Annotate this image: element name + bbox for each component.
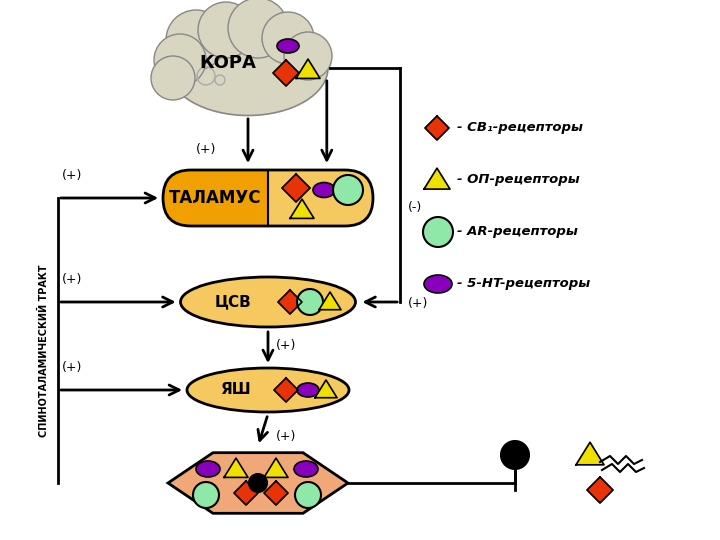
- Ellipse shape: [168, 21, 328, 116]
- Polygon shape: [296, 59, 320, 78]
- Ellipse shape: [187, 368, 349, 412]
- Circle shape: [151, 56, 195, 100]
- Ellipse shape: [181, 277, 356, 327]
- Polygon shape: [587, 477, 613, 503]
- Text: (-): (-): [408, 201, 422, 214]
- Polygon shape: [282, 174, 310, 202]
- Circle shape: [333, 175, 363, 205]
- Polygon shape: [425, 116, 449, 140]
- FancyBboxPatch shape: [163, 170, 373, 226]
- Circle shape: [317, 170, 373, 226]
- Polygon shape: [315, 380, 337, 397]
- Text: СПИНОТАЛАМИЧЕСКИЙ ТРАКТ: СПИНОТАЛАМИЧЕСКИЙ ТРАКТ: [39, 264, 49, 437]
- Text: (+): (+): [196, 144, 217, 157]
- Circle shape: [193, 482, 219, 508]
- Polygon shape: [424, 168, 450, 189]
- Polygon shape: [290, 199, 314, 218]
- Text: (+): (+): [62, 170, 82, 183]
- Polygon shape: [264, 458, 288, 477]
- Circle shape: [284, 32, 332, 80]
- Text: (+): (+): [62, 361, 82, 375]
- Circle shape: [262, 12, 314, 64]
- Text: (+): (+): [276, 340, 297, 353]
- Text: - 5-HT-рецепторы: - 5-HT-рецепторы: [457, 278, 590, 291]
- Circle shape: [228, 0, 288, 58]
- Text: ЯШ: ЯШ: [220, 382, 251, 397]
- Polygon shape: [224, 458, 248, 477]
- Polygon shape: [273, 60, 299, 86]
- Circle shape: [198, 2, 254, 58]
- Polygon shape: [576, 442, 604, 465]
- Ellipse shape: [297, 383, 319, 397]
- Ellipse shape: [277, 39, 299, 53]
- Text: - CB₁-рецепторы: - CB₁-рецепторы: [457, 122, 583, 134]
- Polygon shape: [278, 290, 302, 314]
- Polygon shape: [264, 481, 288, 505]
- Text: ЦСВ: ЦСВ: [215, 294, 251, 309]
- Polygon shape: [319, 292, 341, 310]
- Text: КОРА: КОРА: [199, 54, 256, 72]
- Circle shape: [501, 441, 529, 469]
- Circle shape: [423, 217, 453, 247]
- Text: (+): (+): [276, 430, 297, 443]
- Circle shape: [154, 34, 206, 86]
- Ellipse shape: [196, 461, 220, 477]
- Polygon shape: [234, 481, 258, 505]
- Text: - ОП-рецепторы: - ОП-рецепторы: [457, 173, 580, 186]
- Circle shape: [297, 289, 323, 315]
- Text: - AR-рецепторы: - AR-рецепторы: [457, 226, 578, 239]
- Circle shape: [166, 10, 226, 70]
- Text: (+): (+): [62, 273, 82, 287]
- Polygon shape: [274, 378, 298, 402]
- Bar: [268, 170, 346, 226]
- Circle shape: [295, 482, 321, 508]
- Ellipse shape: [313, 183, 335, 198]
- Text: ТАЛАМУС: ТАЛАМУС: [169, 189, 262, 207]
- Text: (+): (+): [408, 298, 428, 310]
- Ellipse shape: [294, 461, 318, 477]
- Polygon shape: [168, 453, 348, 514]
- Circle shape: [249, 474, 267, 492]
- Ellipse shape: [424, 275, 452, 293]
